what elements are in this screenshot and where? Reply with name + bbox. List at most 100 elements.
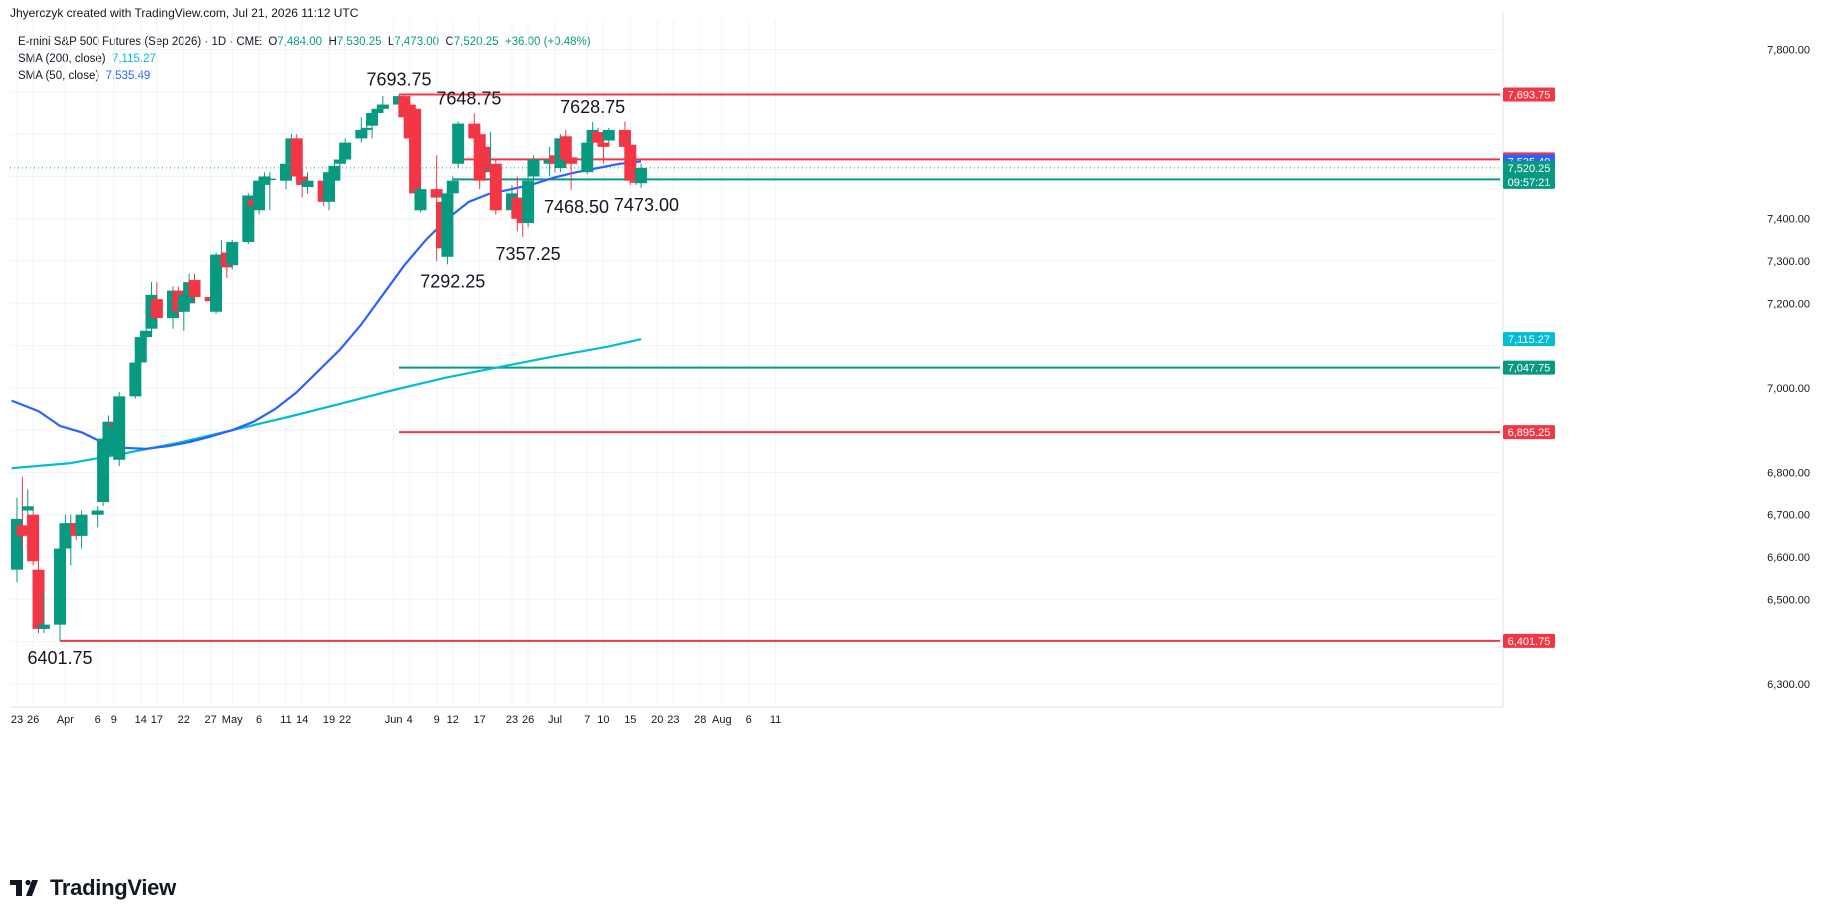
price-tag-bg bbox=[1503, 332, 1555, 347]
candle-down bbox=[597, 142, 610, 147]
candle-up bbox=[59, 523, 72, 549]
candle-up bbox=[242, 195, 255, 242]
x-tick-label: 23 bbox=[667, 714, 679, 726]
x-tick-label: 23 bbox=[506, 714, 518, 726]
y-tick-label: 7,000.00 bbox=[1767, 383, 1810, 395]
candle-up bbox=[360, 127, 373, 130]
candle-down bbox=[150, 299, 163, 319]
candle-up bbox=[371, 108, 384, 114]
candle-down bbox=[430, 189, 443, 198]
legend-sma200-row[interactable]: SMA (200, close) 7,115.27 bbox=[18, 51, 591, 68]
candle-up bbox=[581, 142, 594, 173]
x-tick-label: 11 bbox=[280, 714, 291, 726]
price-annotation: 7357.25 bbox=[496, 244, 561, 264]
price-annotation: 7468.50 bbox=[544, 197, 609, 217]
chart-credit: Jhyerczyk created with TradingView.com, … bbox=[10, 6, 359, 20]
candle-up bbox=[258, 176, 271, 185]
x-tick-label: 6 bbox=[746, 714, 752, 726]
change-value: +36.00 (+0.48%) bbox=[504, 36, 591, 48]
y-tick-label: 7,200.00 bbox=[1767, 298, 1810, 310]
x-tick-label: 9 bbox=[434, 714, 440, 726]
legend-sma50-row[interactable]: SMA (50, close) 7,535.49 bbox=[18, 68, 591, 85]
candle-down bbox=[559, 136, 572, 160]
level-price-tag: 6,401.75 bbox=[1508, 636, 1551, 648]
candle-down bbox=[409, 108, 422, 194]
close-label: C bbox=[445, 36, 454, 48]
level-price-tag: 6,895.25 bbox=[1508, 427, 1551, 439]
x-tick-label: 17 bbox=[474, 714, 486, 726]
price-annotation: 6401.75 bbox=[28, 648, 93, 668]
x-tick-label: 6 bbox=[95, 714, 101, 726]
candle-down bbox=[624, 144, 637, 181]
sma50-value: 7,535.49 bbox=[105, 70, 151, 82]
candle-up bbox=[366, 113, 379, 126]
candle-up bbox=[129, 362, 142, 397]
candle-up bbox=[441, 193, 454, 257]
price-annotation: 7648.75 bbox=[436, 89, 501, 109]
close-value: 7,520.25 bbox=[453, 36, 499, 48]
high-value: 7,530.25 bbox=[336, 36, 382, 48]
candle-down bbox=[489, 163, 502, 211]
x-tick-label: 22 bbox=[339, 714, 351, 726]
price-tag: 7,520.25 bbox=[1508, 163, 1551, 175]
x-tick-label: 26 bbox=[27, 714, 39, 726]
candle-down bbox=[479, 146, 492, 173]
candle-up bbox=[522, 180, 535, 223]
level-price-tag-bg bbox=[1503, 425, 1555, 440]
level-price-tag: 7,047.75 bbox=[1508, 363, 1551, 375]
price-annotation: 7292.25 bbox=[420, 271, 485, 291]
x-tick-label: Jun bbox=[385, 714, 403, 726]
candle-down bbox=[32, 569, 45, 629]
x-tick-label: 6 bbox=[256, 714, 262, 726]
y-tick-label: 6,600.00 bbox=[1767, 552, 1810, 564]
sma50-label: SMA (50, close) bbox=[18, 70, 100, 82]
level-price-tag: 7,693.75 bbox=[1508, 90, 1551, 102]
candle-up bbox=[446, 180, 459, 194]
legend-ohlc-row[interactable]: E-mini S&P 500 Futures (Sep 2026) · 1D ·… bbox=[18, 34, 591, 51]
candle-up bbox=[355, 129, 368, 139]
candle-up bbox=[414, 189, 427, 211]
candle-up bbox=[113, 396, 126, 460]
open-label: O bbox=[268, 36, 278, 48]
price-annotation: 7473.00 bbox=[614, 195, 679, 215]
candle-up bbox=[635, 167, 648, 184]
candle-down bbox=[592, 132, 605, 143]
x-tick-label: 10 bbox=[597, 714, 609, 726]
candle-up bbox=[602, 129, 615, 141]
candle-up bbox=[134, 337, 147, 363]
y-tick-label: 6,500.00 bbox=[1767, 594, 1810, 606]
y-tick-label: 7,800.00 bbox=[1767, 45, 1810, 57]
candle-up bbox=[452, 123, 465, 164]
candle-up bbox=[280, 163, 292, 181]
x-tick-label: Aug bbox=[712, 714, 732, 726]
x-tick-label: 23 bbox=[11, 714, 23, 726]
high-label: H bbox=[328, 36, 337, 48]
price-tag-countdown: 09:57:21 bbox=[1508, 177, 1551, 189]
candle-up bbox=[376, 104, 389, 109]
candle-up bbox=[263, 178, 276, 181]
low-value: 7,473.00 bbox=[394, 36, 440, 48]
candle-up bbox=[333, 159, 346, 164]
candle-up bbox=[140, 330, 153, 338]
candle-down bbox=[16, 525, 29, 536]
y-tick-label: 7,300.00 bbox=[1767, 256, 1810, 268]
candle-down bbox=[565, 157, 578, 164]
candle-up bbox=[301, 180, 314, 188]
x-tick-label: 20 bbox=[651, 714, 663, 726]
x-tick-label: 11 bbox=[770, 714, 781, 726]
x-tick-label: Apr bbox=[57, 714, 74, 726]
x-tick-label: May bbox=[222, 714, 243, 726]
tradingview-logo-icon bbox=[10, 879, 38, 896]
candle-up bbox=[75, 514, 88, 536]
chart-legend: E-mini S&P 500 Futures (Sep 2026) · 1D ·… bbox=[18, 34, 591, 85]
tradingview-logo[interactable]: TradingView bbox=[10, 875, 176, 901]
y-tick-label: 6,800.00 bbox=[1767, 467, 1810, 479]
x-tick-label: Jul bbox=[548, 714, 562, 726]
x-tick-label: 14 bbox=[135, 714, 147, 726]
y-tick-label: 7,400.00 bbox=[1767, 214, 1810, 226]
price-annotation: 7628.75 bbox=[560, 97, 625, 117]
sma200-label: SMA (200, close) bbox=[18, 53, 106, 65]
candle-down bbox=[27, 514, 40, 562]
candle-up bbox=[91, 510, 104, 515]
